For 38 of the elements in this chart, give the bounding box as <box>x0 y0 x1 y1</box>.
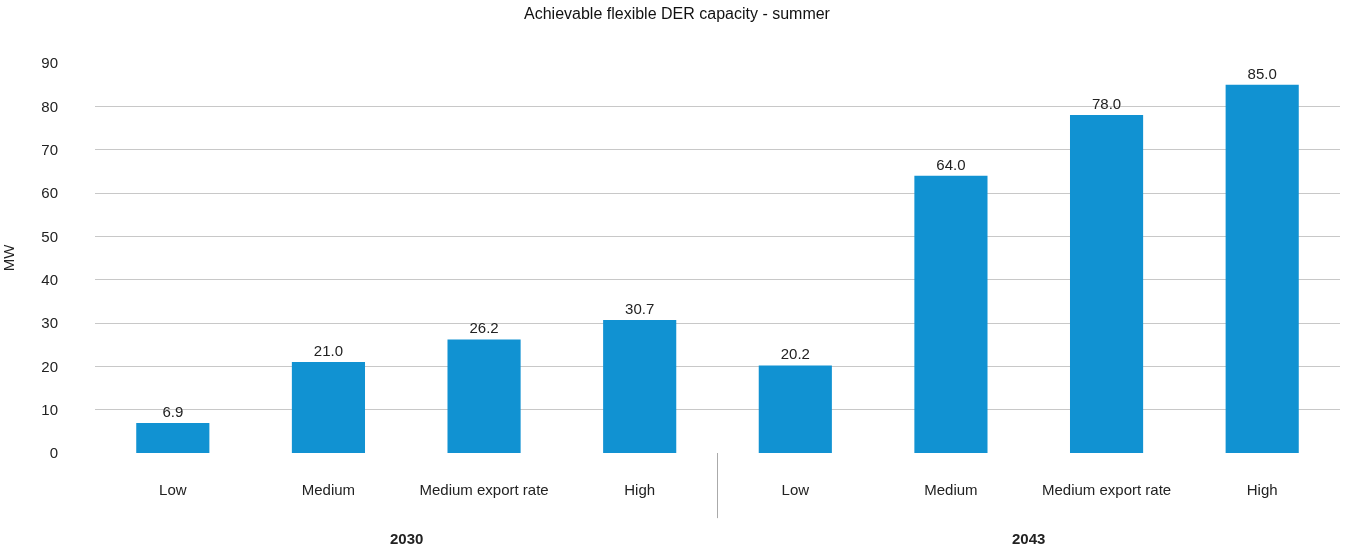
data-label: 30.7 <box>625 299 655 317</box>
text: 2030 <box>390 530 424 544</box>
y-tick-label: 10 <box>41 400 58 418</box>
y-tick-label: 70 <box>41 140 58 158</box>
y-tick-label: 90 <box>41 54 58 72</box>
y-tick-label: 0 <box>49 444 58 462</box>
bar <box>603 319 677 453</box>
x-tick-label: Low <box>781 481 810 498</box>
data-label: 64.0 <box>936 155 966 173</box>
data-label: 21.0 <box>313 342 344 359</box>
y-tick-label: 40 <box>41 270 58 288</box>
data-label: 26.2 <box>469 319 499 337</box>
x-tick-label: High <box>1246 481 1278 498</box>
y-tick-label: 30 <box>41 314 58 332</box>
y-tick-label: 50 <box>41 227 58 245</box>
data-label: 85.0 <box>1247 64 1277 82</box>
y-tick-label: 60 <box>41 184 58 202</box>
bar <box>291 362 366 453</box>
bar <box>914 175 988 453</box>
data-label: 20.2 <box>780 345 810 363</box>
bar <box>136 423 210 453</box>
text: 2043 <box>1012 530 1046 544</box>
chart-title: Achievable flexible DER capacity - summer <box>524 5 831 23</box>
y-axis-title: MW <box>0 243 17 272</box>
data-label: 6.9 <box>162 403 184 421</box>
data-label: 78.0 <box>1091 95 1122 112</box>
bar <box>758 365 832 453</box>
bar <box>1069 115 1144 453</box>
x-tick-label: High <box>624 481 656 498</box>
x-tick-label: Medium <box>924 481 978 498</box>
bar <box>1225 84 1299 453</box>
x-tick-label: Medium <box>301 481 356 498</box>
bar <box>447 339 521 453</box>
x-tick-label: Low <box>159 481 187 498</box>
y-tick-label: 80 <box>41 97 58 115</box>
x-tick-label: Medium export rate <box>1041 481 1172 498</box>
x-tick-label: Medium export rate <box>419 481 549 498</box>
y-tick-label: 20 <box>41 357 58 375</box>
